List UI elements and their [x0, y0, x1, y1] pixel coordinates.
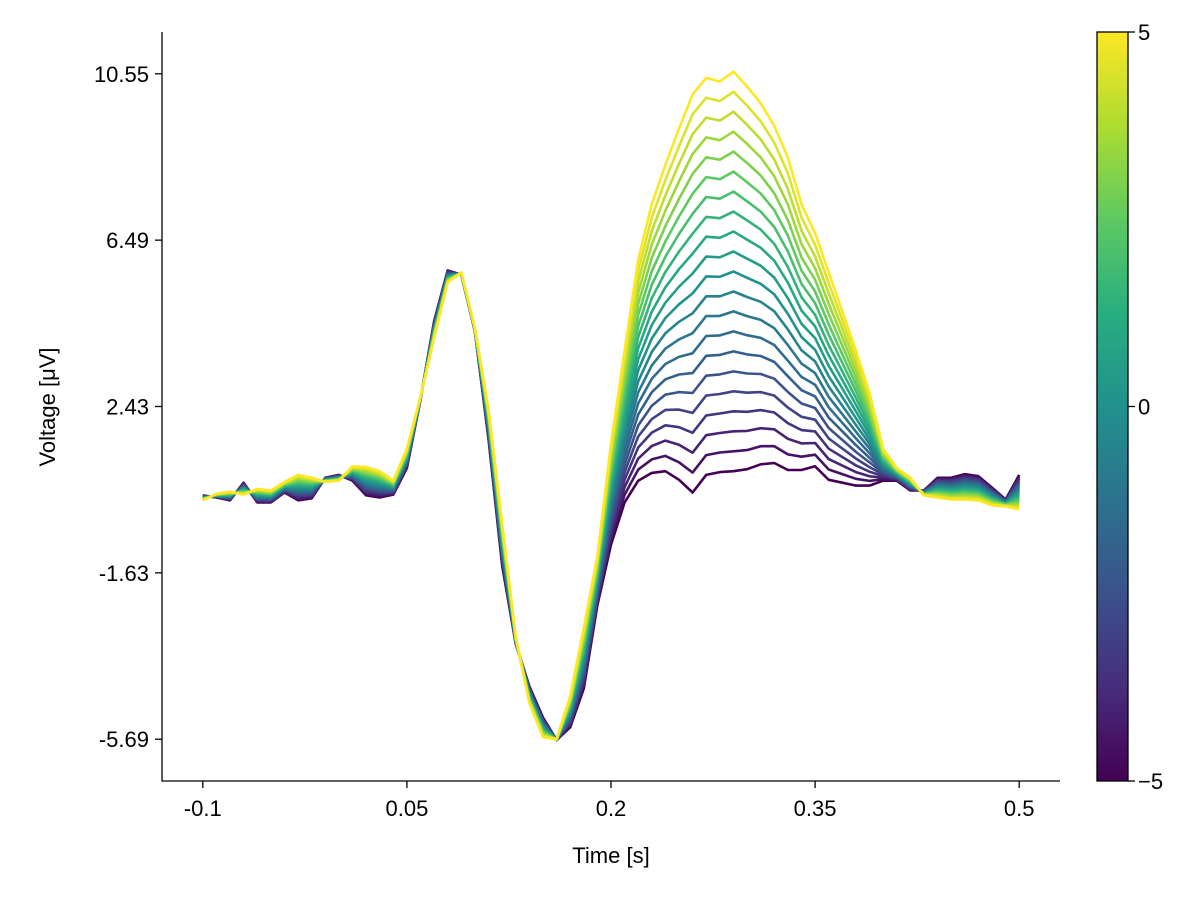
axes — [161, 32, 1060, 782]
colorbar-tick-label: 5 — [1138, 20, 1150, 45]
x-tick-label: 0.5 — [1004, 796, 1035, 821]
series-line — [202, 110, 1020, 741]
y-tick-label: -1.63 — [99, 561, 149, 586]
y-ticks: 10.55 6.49 2.43 -1.63 -5.69 — [94, 62, 162, 752]
y-tick-label: -5.69 — [99, 727, 149, 752]
colorbar — [1096, 31, 1129, 782]
colorbar-tick-label: 0 — [1138, 395, 1150, 420]
y-tick-label: 2.43 — [106, 395, 149, 420]
colorbar-ticks: 5 0 −5 — [1128, 20, 1163, 794]
x-tick-label: 0.35 — [794, 796, 837, 821]
series-line — [202, 90, 1020, 741]
series-line — [202, 272, 1021, 742]
x-tick-label: 0.2 — [596, 796, 627, 821]
x-ticks: -0.1 0.05 0.2 0.35 0.5 — [184, 781, 1035, 821]
x-tick-label: -0.1 — [184, 796, 222, 821]
series-line — [202, 250, 1020, 741]
y-axis-label: Voltage [μV] — [35, 347, 60, 466]
colorbar-tick-label: −5 — [1138, 769, 1163, 794]
series-line — [202, 70, 1020, 741]
x-axis-label: Time [s] — [572, 843, 649, 868]
y-tick-label: 6.49 — [106, 228, 149, 253]
plot-lines — [202, 70, 1021, 742]
x-tick-label: 0.05 — [385, 796, 428, 821]
colorbar-gradient — [1096, 31, 1129, 782]
y-tick-label: 10.55 — [94, 62, 149, 87]
